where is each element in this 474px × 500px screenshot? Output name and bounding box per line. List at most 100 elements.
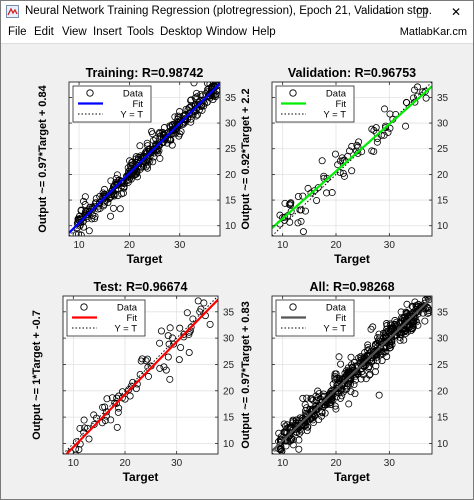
test-data-point: [166, 324, 174, 332]
title-bar[interactable]: Neural Network Training Regression (plot…: [1, 1, 473, 23]
menu-tools[interactable]: Tools: [127, 26, 154, 38]
validation-data-point: [328, 189, 336, 197]
test-ylabel: Output ~= 1*Target + -0.7: [31, 310, 43, 440]
menu-window[interactable]: Window: [206, 26, 247, 38]
test-data-point: [76, 424, 84, 432]
test-data-point: [142, 357, 150, 365]
menu-insert[interactable]: Insert: [93, 26, 122, 38]
all-data-point: [280, 420, 288, 428]
training-data-point: [198, 106, 206, 114]
validation-data-point: [296, 206, 304, 214]
menu-view[interactable]: View: [62, 26, 87, 38]
minimize-icon[interactable]: –: [385, 5, 391, 19]
all-data-point: [413, 318, 421, 326]
regression-plots: 10 20 30 10 15 20 25 30 35 Training: R=0.98742 Tar…: [31, 65, 449, 484]
test-data-point: [126, 392, 134, 400]
all-data-point: [365, 345, 373, 353]
test-axes-box: [62, 295, 219, 455]
all-data-point: [421, 289, 427, 295]
validation-x-tick-label: 30: [384, 240, 396, 251]
close-icon[interactable]: ✕: [450, 5, 462, 19]
test-data-point: [80, 416, 88, 424]
validation-xlabel: Target: [334, 252, 370, 266]
test-data-point: [138, 355, 146, 363]
validation-data-point: [339, 169, 347, 177]
test-data-point: [132, 385, 140, 393]
test-data-point: [113, 394, 121, 402]
training-title: Training: R=0.98742: [86, 66, 204, 80]
maximize-icon[interactable]: □: [416, 5, 428, 19]
all-data-point: [425, 296, 428, 297]
training-data-point: [200, 97, 208, 105]
test-data-point: [81, 424, 89, 432]
all-data-point: [407, 325, 415, 333]
all-data-point: [423, 304, 431, 312]
validation-y-tick-label: 20: [437, 170, 449, 181]
training-data-point: [160, 124, 168, 132]
test-data-point: [103, 408, 111, 416]
training-legend-data-marker: [86, 89, 94, 97]
validation-data-point: [294, 219, 302, 227]
test-data-point: [92, 414, 100, 422]
training-data-point: [211, 65, 217, 71]
menu-file[interactable]: File: [8, 26, 27, 38]
menu-edit[interactable]: Edit: [34, 26, 54, 38]
validation-data-point: [421, 87, 429, 95]
validation-data-point: [386, 110, 394, 118]
training-data-point: [81, 193, 89, 201]
test-data-point: [103, 395, 111, 403]
all-data-point: [426, 287, 432, 293]
validation-title: Validation: R=0.96753: [288, 66, 416, 80]
test-data-point: [191, 283, 197, 289]
all-data-point: [373, 339, 381, 347]
test-data-point: [175, 356, 183, 364]
training-axes-box: [68, 81, 221, 237]
all-data-point: [351, 390, 359, 398]
validation-data-point: [348, 167, 356, 175]
all-data-point: [284, 424, 292, 432]
training-data-point: [80, 223, 88, 231]
all-data-point: [331, 372, 339, 380]
training-data-point: [194, 111, 202, 119]
brand-text: MatlabKar.cm: [399, 26, 467, 38]
test-data-point: [183, 309, 191, 317]
test-data-point: [200, 299, 208, 307]
test-data-point: [168, 334, 176, 342]
test-data-point: [108, 394, 116, 402]
validation-data-point: [331, 150, 339, 158]
validation-y-tick-label: 30: [437, 119, 449, 130]
test-fit-line: [65, 298, 218, 454]
all-axes-box: [271, 295, 433, 455]
training-data-point: [144, 142, 152, 150]
all-data-point: [320, 390, 328, 398]
training-data-point: [100, 185, 108, 193]
menu-desktop[interactable]: Desktop: [160, 26, 203, 38]
test-y-tick-label: 30: [223, 334, 235, 345]
all-data-point: [296, 429, 304, 437]
training-data-point: [116, 205, 124, 213]
validation-data-point: [373, 138, 381, 146]
all-data-point: [303, 427, 311, 435]
all-legend-label: Data: [326, 303, 347, 314]
all-data-point: [312, 396, 320, 404]
test-data-point: [157, 327, 165, 335]
validation-data-point: [301, 207, 309, 215]
test-data-point: [160, 363, 168, 371]
training-y-tick-label: 10: [225, 221, 237, 232]
all-data-point: [423, 296, 431, 299]
test-y-tick-label: 25: [223, 360, 235, 371]
all-data-point: [380, 329, 388, 337]
test-data-point: [185, 348, 193, 356]
menu-help[interactable]: Help: [252, 26, 276, 38]
all-y-tick-label: 30: [437, 334, 449, 345]
training-series: [69, 65, 220, 236]
validation-data-point: [323, 189, 331, 197]
all-data-point: [359, 371, 367, 379]
validation-data-point: [372, 124, 380, 132]
test-legend-data-marker: [80, 303, 88, 311]
all-title: All: R=0.98268: [309, 280, 394, 294]
all-data-point: [318, 412, 326, 420]
validation-y-tick-label: 15: [437, 196, 449, 207]
training-data-point: [85, 227, 93, 235]
test-y-tick-label: 15: [223, 413, 235, 424]
